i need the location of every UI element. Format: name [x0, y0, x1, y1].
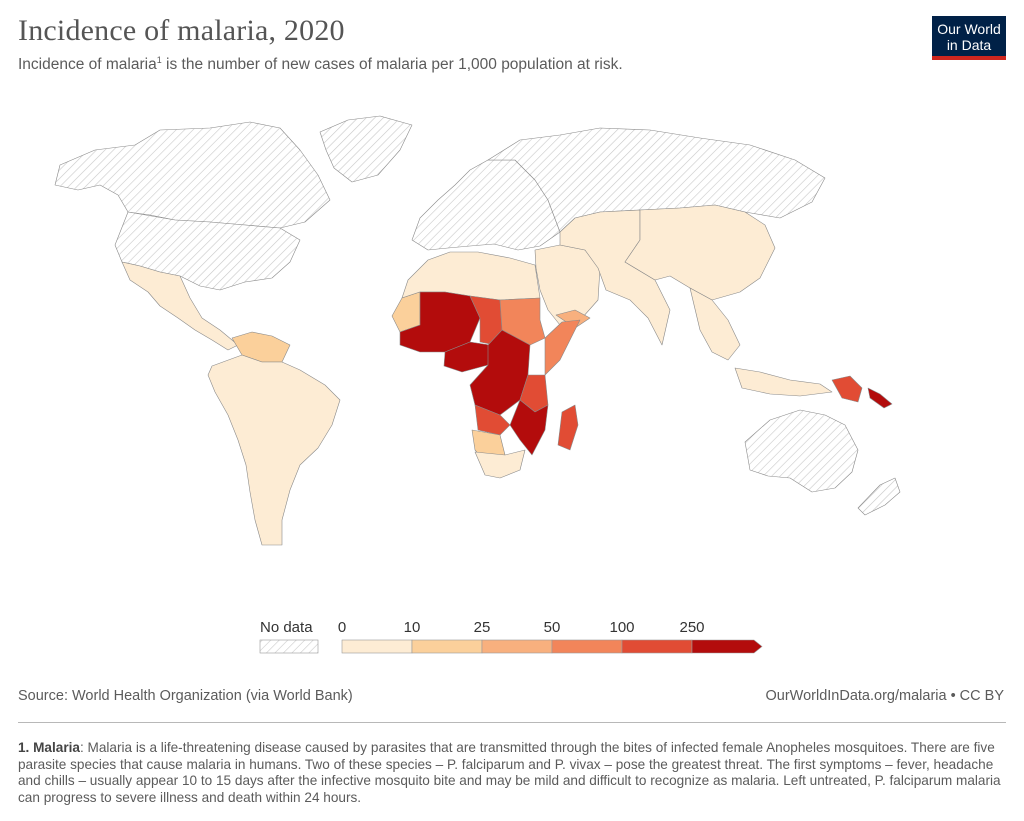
- chart-title: Incidence of malaria, 2020: [18, 14, 345, 47]
- legend-no-data-label: No data: [260, 619, 313, 636]
- subtitle-description: is the number of new cases of malaria pe…: [161, 56, 623, 73]
- footnote-marker[interactable]: 1: [156, 55, 162, 65]
- region-south-america[interactable]: [207, 354, 341, 546]
- region-south-africa[interactable]: [474, 449, 526, 479]
- region-indonesia[interactable]: [734, 367, 833, 397]
- source-text: Source: World Health Organization (via W…: [18, 688, 353, 704]
- region-russia[interactable]: [487, 127, 826, 233]
- footnote-text: : Malaria is a life-threatening disease …: [18, 740, 1001, 805]
- region-somalia[interactable]: [544, 319, 581, 376]
- region-solomon-islands[interactable]: [867, 387, 893, 409]
- region-greenland[interactable]: [319, 115, 413, 183]
- logo-line-2: in Data: [946, 37, 992, 53]
- region-mozambique[interactable]: [509, 399, 549, 456]
- footnote: 1. Malaria: Malaria is a life-threatenin…: [18, 740, 1008, 806]
- legend-bin-4[interactable]: [621, 639, 693, 654]
- source-url-link[interactable]: OurWorldInData.org/malaria • CC BY: [765, 688, 1005, 704]
- legend-bar: [259, 639, 763, 654]
- legend-bin-2[interactable]: [481, 639, 553, 654]
- subtitle-term: Incidence of malaria: [18, 56, 157, 73]
- color-legend: No data 0 10 25 50 100 250: [252, 616, 772, 658]
- region-madagascar[interactable]: [557, 404, 579, 451]
- footnote-term: 1. Malaria: [18, 740, 80, 755]
- region-mauritania-senegal[interactable]: [391, 291, 421, 333]
- world-map[interactable]: [40, 110, 920, 560]
- region-papua-new-guinea[interactable]: [831, 375, 863, 403]
- region-southeast-asia[interactable]: [689, 287, 741, 361]
- legend-tick-10: 10: [403, 619, 421, 636]
- chart-subtitle: Incidence of malaria1 is the number of n…: [18, 55, 623, 74]
- region-new-zealand[interactable]: [857, 477, 901, 516]
- legend-tick-50: 50: [543, 619, 561, 636]
- legend-bin-5[interactable]: [691, 639, 763, 654]
- legend-tick-250: 250: [679, 619, 705, 636]
- footer-divider: [18, 722, 1006, 723]
- region-central-africa[interactable]: [469, 329, 531, 416]
- legend-bin-3[interactable]: [551, 639, 623, 654]
- legend-tick-0: 0: [337, 619, 347, 636]
- region-australia[interactable]: [744, 409, 859, 493]
- legend-tick-100: 100: [609, 619, 635, 636]
- region-mexico-central-america[interactable]: [121, 261, 239, 351]
- legend-bin-0[interactable]: [341, 639, 413, 654]
- region-angola-zambia[interactable]: [474, 404, 511, 436]
- owid-logo[interactable]: Our World in Data: [932, 16, 1006, 60]
- logo-line-1: Our World: [937, 21, 1001, 37]
- legend-bin-1[interactable]: [411, 639, 483, 654]
- legend-tick-25: 25: [473, 619, 491, 636]
- region-canada-alaska[interactable]: [54, 121, 331, 229]
- region-east-asia[interactable]: [624, 204, 776, 301]
- legend-no-data-swatch[interactable]: [259, 639, 319, 654]
